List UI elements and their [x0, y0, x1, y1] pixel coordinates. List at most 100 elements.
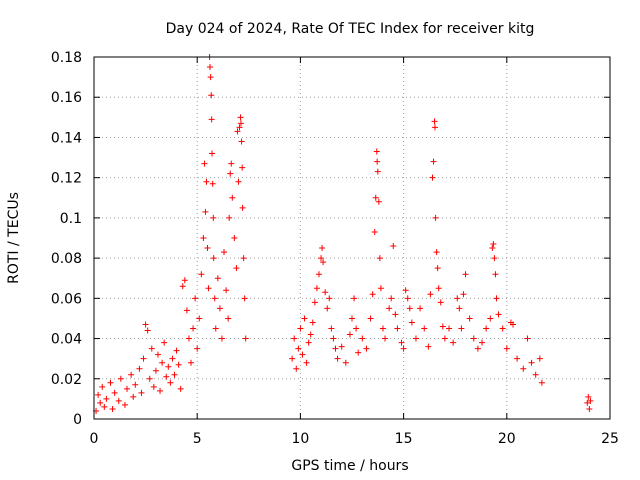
data-point — [434, 265, 441, 272]
data-point — [359, 335, 366, 342]
data-point — [99, 383, 106, 390]
data-point — [209, 180, 216, 187]
data-point — [171, 371, 178, 378]
data-point — [206, 64, 213, 71]
data-point — [342, 359, 349, 366]
data-point — [207, 74, 214, 81]
y-tick-label: 0.16 — [51, 90, 82, 106]
plot-frame — [93, 56, 611, 420]
data-point — [95, 391, 102, 398]
data-point — [538, 379, 545, 386]
data-point — [209, 150, 216, 157]
data-point — [324, 305, 331, 312]
data-point — [194, 345, 201, 352]
data-point — [363, 345, 370, 352]
data-point — [157, 387, 164, 394]
data-point — [309, 319, 316, 326]
data-point — [303, 359, 310, 366]
data-point — [503, 345, 510, 352]
y-tick-label: 0 — [73, 412, 82, 428]
data-point — [299, 351, 306, 358]
data-point — [495, 311, 502, 318]
data-point — [462, 271, 469, 278]
data-point — [479, 339, 486, 346]
data-point — [202, 208, 209, 215]
data-point — [205, 285, 212, 292]
data-point — [369, 291, 376, 298]
y-tick-label: 0.1 — [60, 211, 82, 227]
data-point — [150, 383, 157, 390]
data-point — [432, 214, 439, 221]
data-point — [427, 291, 434, 298]
data-point — [204, 245, 211, 252]
data-point — [528, 359, 535, 366]
data-point — [330, 335, 337, 342]
data-point — [520, 365, 527, 372]
data-point — [375, 198, 382, 205]
data-point — [175, 361, 182, 368]
chart-title: Day 024 of 2024, Rate Of TEC Index for r… — [166, 21, 535, 37]
data-point — [377, 285, 384, 292]
data-point — [223, 287, 230, 294]
data-point — [431, 118, 438, 125]
x-axis-ticks: 0 5 10 15 20 25 — [90, 57, 619, 447]
data-point — [200, 235, 207, 241]
data-point — [470, 335, 477, 342]
data-point — [203, 178, 210, 185]
data-point — [587, 397, 594, 404]
data-point — [161, 339, 168, 346]
x-tick-label: 0 — [90, 431, 99, 447]
data-point — [136, 365, 143, 372]
data-point — [167, 379, 174, 386]
data-point — [460, 291, 467, 298]
data-point — [173, 347, 180, 354]
data-point — [291, 335, 298, 342]
data-point — [234, 128, 241, 135]
data-point — [190, 325, 197, 332]
data-point — [226, 214, 233, 221]
data-point — [212, 325, 219, 332]
data-point — [311, 299, 318, 306]
data-point — [238, 138, 245, 145]
data-point — [148, 345, 155, 352]
data-point — [349, 315, 355, 322]
data-point — [138, 389, 145, 396]
data-point — [493, 295, 500, 302]
data-point — [456, 305, 463, 312]
data-point — [109, 405, 116, 412]
data-point — [305, 339, 312, 346]
data-point — [489, 245, 496, 252]
data-point — [374, 158, 381, 165]
data-point — [355, 349, 362, 356]
data-point — [338, 343, 345, 350]
data-point — [154, 351, 161, 358]
data-point — [386, 305, 393, 312]
data-point — [382, 335, 389, 342]
x-tick-label: 5 — [193, 431, 202, 447]
data-point — [429, 174, 436, 181]
grid-lines — [94, 57, 610, 419]
data-point — [374, 168, 381, 175]
data-point — [408, 319, 415, 326]
data-point — [367, 315, 374, 322]
data-point — [450, 339, 457, 346]
data-point — [179, 283, 186, 290]
data-point — [351, 295, 358, 302]
data-point — [315, 271, 322, 278]
data-point — [492, 271, 499, 278]
data-point — [239, 164, 246, 171]
data-point — [307, 331, 314, 338]
data-point — [536, 355, 543, 362]
data-point — [237, 120, 244, 127]
data-point — [242, 335, 249, 342]
data-point — [177, 385, 184, 392]
data-point — [585, 393, 592, 400]
data-point — [437, 299, 444, 306]
data-point — [142, 321, 149, 328]
data-point — [210, 214, 217, 221]
data-point — [101, 403, 108, 410]
data-point — [388, 295, 395, 302]
y-axis-label: ROTI / TECUs — [6, 192, 22, 284]
data-point — [225, 315, 232, 322]
